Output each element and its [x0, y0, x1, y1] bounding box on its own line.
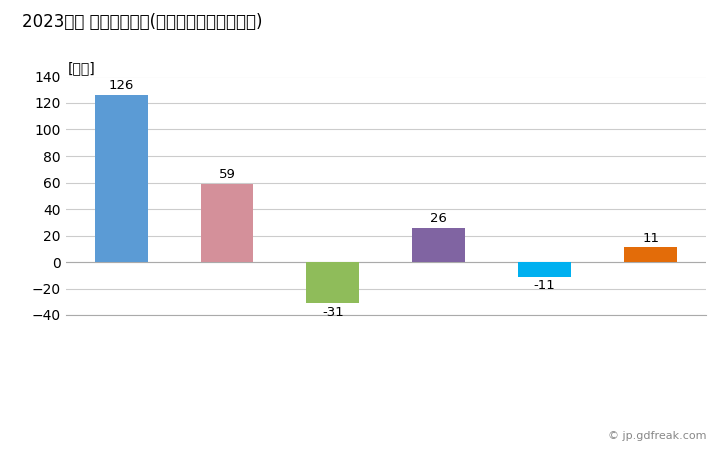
- Text: 126: 126: [108, 79, 134, 92]
- Text: 11: 11: [642, 232, 659, 245]
- Text: 26: 26: [430, 212, 447, 225]
- Text: © jp.gdfreak.com: © jp.gdfreak.com: [608, 431, 706, 441]
- Bar: [624, 248, 677, 262]
- Bar: [200, 184, 253, 262]
- Bar: [306, 262, 360, 303]
- Text: [兆円]: [兆円]: [68, 61, 96, 75]
- Text: -31: -31: [322, 306, 344, 319]
- Bar: [412, 228, 465, 262]
- Bar: [95, 95, 148, 262]
- Text: 2023年度 金融資産増減(金融商品別の時価変動): 2023年度 金融資産増減(金融商品別の時価変動): [22, 14, 262, 32]
- Text: 59: 59: [218, 168, 235, 181]
- Text: -11: -11: [534, 279, 555, 292]
- Bar: [518, 262, 571, 277]
